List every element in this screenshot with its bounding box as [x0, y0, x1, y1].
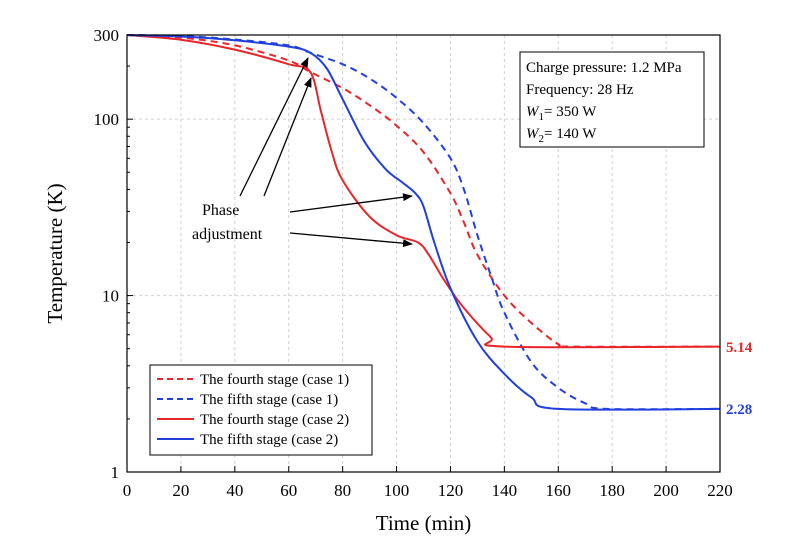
x-tick-label: 0	[123, 481, 132, 500]
end-label-5-14: 5.14	[726, 340, 753, 356]
x-tick-label: 200	[653, 481, 679, 500]
x-tick-label: 20	[172, 481, 189, 500]
x-tick-label: 220	[707, 481, 733, 500]
series-line-4	[126, 34, 721, 411]
x-tick-label: 80	[334, 481, 351, 500]
info-pressure: Charge pressure: 1.2 MPa	[526, 60, 682, 76]
info-box: Charge pressure: 1.2 MPa Frequency: 28 H…	[519, 51, 705, 148]
info-box-frame	[519, 51, 705, 148]
series-lines	[126, 34, 721, 411]
series-line-1	[126, 34, 721, 348]
y-axis-title: Temperature (K)	[43, 183, 67, 323]
y-tick-label: 10	[102, 287, 119, 306]
legend: The fourth stage (case 1) The fifth stag…	[149, 364, 373, 456]
axis-ticks: 0 20 40 60 80 100 120 140 160 180 200 220 1 10 100 300	[94, 26, 733, 500]
annotation-arrow-1	[239, 57, 309, 197]
legend-label-4: The fifth stage (case 2)	[200, 432, 338, 448]
annotation-arrow-4	[289, 232, 413, 248]
x-tick-label: 60	[280, 481, 297, 500]
x-tick-label: 100	[384, 481, 410, 500]
series-line-2	[126, 34, 721, 411]
x-tick-label: 180	[599, 481, 625, 500]
x-axis-title: Time (min)	[376, 511, 471, 535]
y-tick-label: 300	[94, 26, 120, 45]
end-label-2-28: 2.28	[726, 402, 752, 418]
x-tick-label: 160	[546, 481, 572, 500]
series-line-3	[126, 34, 721, 349]
annotation-arrow-3	[289, 193, 413, 213]
annotation-line-1: Phase	[202, 202, 239, 219]
legend-label-2: The fifth stage (case 1)	[200, 392, 338, 408]
info-w2: W2= 140 W	[526, 126, 597, 145]
legend-label-1: The fourth stage (case 1)	[200, 372, 349, 388]
info-w1: W1= 350 W	[526, 104, 597, 123]
x-tick-label: 140	[492, 481, 518, 500]
legend-label-3: The fourth stage (case 2)	[200, 412, 349, 428]
y-tick-label: 1	[111, 463, 120, 482]
info-frequency: Frequency: 28 Hz	[526, 82, 634, 98]
y-tick-label: 100	[94, 110, 120, 129]
annotation-arrow-2	[263, 77, 312, 197]
annotation-line-2: adjustment	[192, 226, 263, 243]
x-tick-label: 120	[438, 481, 464, 500]
x-tick-label: 40	[226, 481, 243, 500]
phase-adjustment-annotation: Phase adjustment	[192, 57, 413, 248]
plot-frame	[126, 34, 721, 473]
